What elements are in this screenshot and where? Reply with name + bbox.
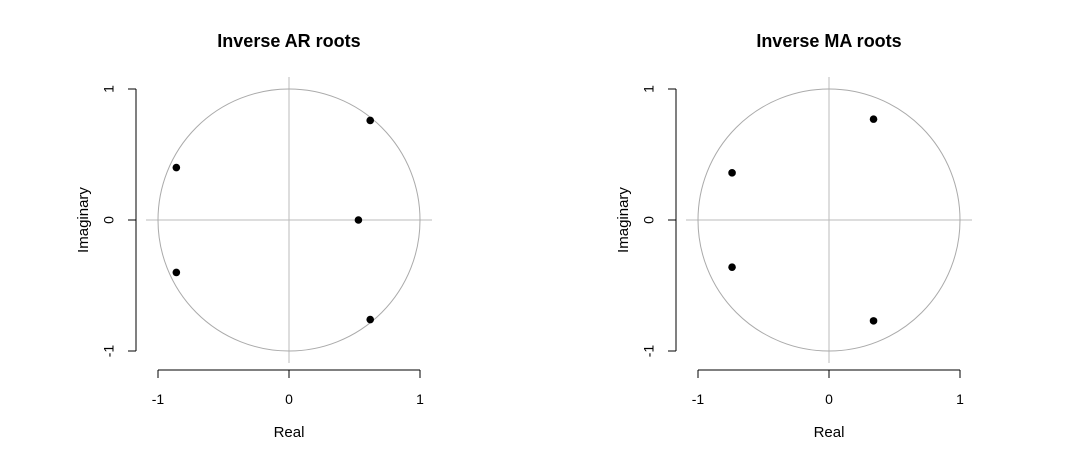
y-axis-label: Imaginary — [615, 187, 632, 253]
ar-roots-panel: Inverse AR roots Real Imaginary -1 0 1 -1 0 1 — [75, 31, 432, 441]
x-tick-label: -1 — [692, 391, 705, 407]
x-axis-label: Real — [814, 424, 845, 441]
root-point — [366, 116, 375, 125]
root-point — [728, 169, 736, 177]
y-tick-label: 1 — [101, 85, 117, 93]
chart-title: Inverse MA roots — [756, 31, 901, 51]
x-tick-label: 1 — [416, 391, 424, 407]
y-tick-label: -1 — [641, 345, 657, 358]
root-point — [869, 317, 878, 325]
x-tick-label: 0 — [285, 391, 293, 407]
chart-title: Inverse AR roots — [217, 31, 360, 51]
unit-circle — [697, 88, 961, 352]
y-axis-label: Imaginary — [75, 187, 92, 253]
root-point — [728, 263, 736, 271]
x-tick-label: 1 — [956, 391, 964, 407]
ma-roots-panel: Inverse MA roots Real Imaginary -1 0 1 -1 0 1 — [615, 31, 972, 441]
y-tick-label: 0 — [641, 216, 657, 224]
x-axis-label: Real — [274, 424, 305, 441]
y-tick-label: 0 — [101, 216, 117, 224]
x-tick-label: -1 — [152, 391, 165, 407]
root-point — [354, 216, 363, 224]
root-point — [172, 268, 181, 277]
x-tick-label: 0 — [825, 391, 833, 407]
root-point — [172, 163, 181, 172]
root-point — [366, 315, 375, 324]
y-tick-label: 1 — [641, 85, 657, 93]
root-point — [869, 115, 878, 123]
y-tick-label: -1 — [101, 345, 117, 358]
unit-circle — [157, 88, 421, 352]
